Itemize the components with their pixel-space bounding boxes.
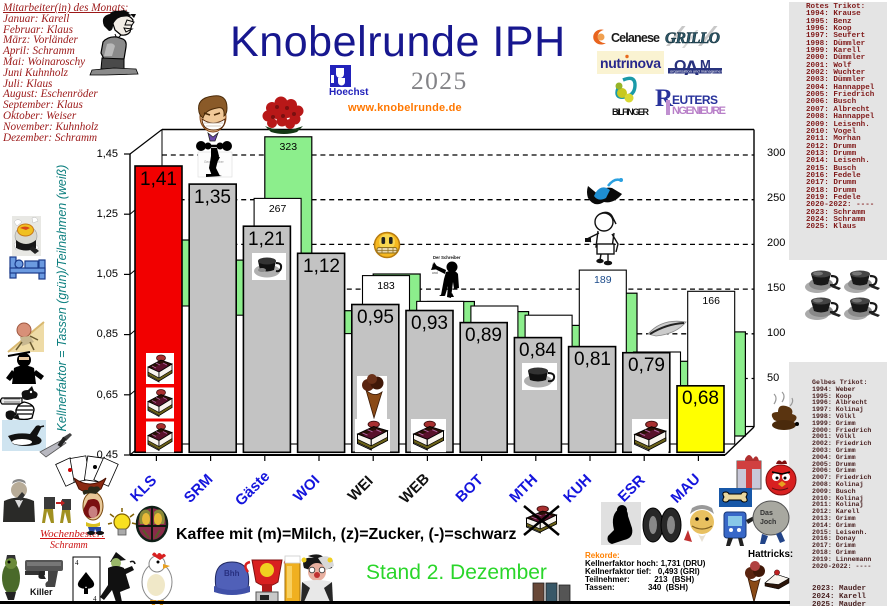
svg-text:Das: Das [760, 510, 773, 517]
svg-text:organisation und management: organisation und management [670, 68, 725, 73]
svg-text:EUTERS: EUTERS [672, 93, 718, 107]
svg-text:Killer: Killer [30, 587, 53, 597]
svg-text:Celanese: Celanese [611, 31, 660, 45]
svg-text:NGENIEURE: NGENIEURE [672, 105, 726, 117]
svg-text:M: M [700, 57, 711, 72]
svg-text:4: 4 [93, 595, 97, 603]
svg-text:BiLFINGER: BiLFINGER [612, 107, 650, 117]
svg-text:GRILLO: GRILLO [665, 30, 720, 47]
svg-text:nutrınova: nutrınova [600, 55, 661, 71]
svg-text:Joch: Joch [760, 519, 776, 526]
svg-text:und: und [432, 271, 438, 275]
svg-text:Bhh: Bhh [224, 569, 240, 578]
svg-text:Hoechst: Hoechst [329, 87, 369, 98]
svg-text:4: 4 [75, 559, 79, 567]
svg-text:Der Schreiber: Der Schreiber [433, 255, 461, 260]
